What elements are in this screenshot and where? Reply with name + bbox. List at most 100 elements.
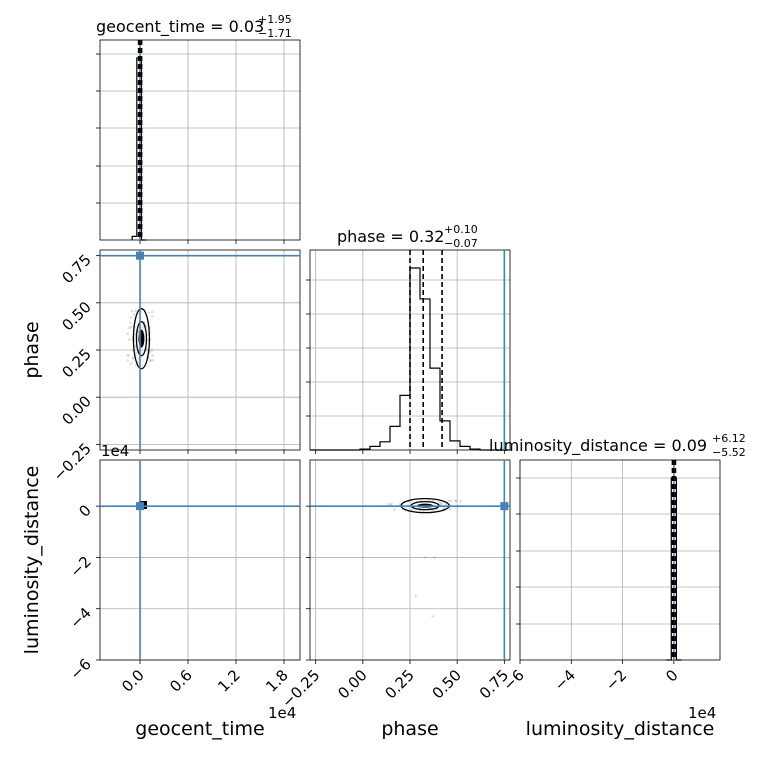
- yticklabel-phase-2: 0.25: [58, 345, 94, 381]
- xticklabel-geocent-2: 1.2: [214, 666, 244, 696]
- title-luminosity-distance: luminosity_distance = 0.09: [489, 436, 707, 456]
- xticklabel-ld-0: −6: [499, 666, 527, 694]
- title-luminosity-distance-plus: +6.12: [712, 432, 746, 445]
- scatter-lp-points: [387, 499, 462, 618]
- scatter-ld-geocent-panel: [96, 459, 301, 664]
- scatter-lp-point-25: [440, 502, 443, 505]
- hist-geocent-time-panel: [96, 39, 301, 244]
- scatter-pg-point-51: [132, 313, 136, 316]
- scatter-pg-point-12: [137, 356, 140, 360]
- yticklabel-ld-2: −2: [66, 553, 94, 581]
- scatter-pg-point-35: [129, 321, 132, 325]
- scatter-lg-frame: [99, 459, 301, 661]
- xticklabel-geocent-0: 0.0: [118, 666, 148, 696]
- scatter-lp-outlier-3: [431, 615, 434, 618]
- offset-geocent-x: 1e4: [268, 704, 296, 722]
- scatter-pg-point-8: [129, 325, 133, 329]
- title-phase: phase = 0.32: [337, 227, 444, 246]
- scatter-pg-point-26: [131, 356, 135, 359]
- scatter-pg-point-59: [129, 316, 133, 319]
- truth-point-lp: [500, 502, 509, 511]
- scatter-pg-point-37: [150, 315, 154, 318]
- scatter-pg-point-44: [150, 348, 154, 352]
- xticklabel-ld-2: −2: [602, 666, 630, 694]
- ylabel-phase: phase: [21, 321, 43, 378]
- scatter-pg-point-57: [126, 359, 129, 362]
- scatter-pg-point-38: [148, 311, 151, 314]
- scatter-pg-point-6: [127, 326, 131, 330]
- xticklabel-ld-1: −4: [551, 666, 579, 694]
- contour-pg-inner: [135, 321, 148, 357]
- xlabel-geocent-time: geocent_time: [135, 718, 264, 740]
- truth-point-pg: [136, 251, 144, 260]
- xlabel-phase: phase: [381, 718, 438, 740]
- xticklabel-phase-3: 0.50: [429, 666, 465, 702]
- yticklabel-ld-0: −6: [66, 655, 94, 683]
- scatter-lp-point-42: [459, 499, 462, 503]
- xlabel-luminosity-distance: luminosity_distance: [526, 718, 715, 740]
- scatter-pg-point-16: [151, 354, 154, 357]
- scatter-lp-outlier-2: [414, 594, 417, 598]
- scatter-lp-point-10: [393, 508, 396, 511]
- scatter-lp-point-18: [443, 506, 446, 510]
- scatter-pg-point-47: [151, 358, 155, 362]
- truth-point-lg: [136, 502, 144, 511]
- scatter-lp-outlier-0: [423, 556, 427, 559]
- contour-pg-outer: [132, 308, 151, 370]
- scatter-lp-point-15: [447, 499, 450, 502]
- scatter-lp-point-43: [448, 508, 452, 511]
- hist-lumdist-panel: [516, 459, 721, 664]
- hist-geocent-hgrid: [100, 53, 300, 204]
- hist-phase-step: [310, 267, 510, 451]
- scatter-lp-outlier-1: [433, 556, 436, 559]
- hist-ld-vgrid: [519, 460, 675, 660]
- hist-geocent-frame: [99, 39, 301, 241]
- yticklabel-phase-0: −0.25: [50, 439, 95, 484]
- hist-geocent-vgrid: [139, 40, 285, 240]
- hist-geocent-step: [131, 57, 147, 241]
- yticklabel-phase-3: 0.50: [58, 298, 94, 334]
- scatter-pg-point-56: [126, 354, 130, 357]
- scatter-lp-vgrid: [315, 460, 505, 660]
- title-luminosity-distance-minus: −5.52: [712, 446, 746, 459]
- scatter-lp-point-37: [390, 502, 393, 506]
- xticklabel-phase-2: 0.25: [381, 666, 417, 702]
- scatter-lp-point-14: [439, 503, 443, 506]
- scatter-phase-geocent-panel: [96, 249, 301, 454]
- xticklabel-ld-3: 0: [662, 666, 681, 685]
- scatter-pg-point-11: [150, 310, 154, 314]
- scatter-lp-point-17: [449, 499, 453, 503]
- hist-ld-frame: [519, 459, 721, 661]
- scatter-pg-point-40: [126, 332, 129, 336]
- offset-lumdist-y: 1e4: [101, 442, 129, 460]
- scatter-pg-hgrid: [100, 255, 300, 445]
- scatter-lp-point-49: [454, 499, 457, 503]
- scatter-lg-vgrid: [139, 460, 285, 660]
- scatter-lp-point-32: [438, 500, 441, 504]
- xticklabel-phase-1: 0.00: [334, 666, 370, 702]
- hist-phase-panel: [306, 249, 511, 454]
- scatter-lp-point-4: [444, 502, 448, 506]
- title-phase-plus: +0.10: [444, 223, 478, 236]
- scatter-lp-point-31: [454, 499, 457, 502]
- scatter-pg-point-21: [149, 359, 153, 362]
- scatter-pg-point-46: [137, 330, 140, 334]
- yticklabel-ld-3: 0: [75, 501, 94, 520]
- title-geocent-time: geocent_time = 0.03: [96, 17, 264, 37]
- yticklabel-phase-4: 0.75: [58, 251, 94, 287]
- scatter-lp-point-33: [411, 508, 414, 512]
- scatter-pg-point-10: [127, 353, 130, 357]
- scatter-ld-phase-panel: [306, 459, 511, 664]
- scatter-pg-point-3: [148, 359, 152, 362]
- scatter-pg-point-52: [129, 362, 133, 366]
- title-geocent-time-plus: +1.95: [258, 13, 292, 26]
- title-phase-minus: −0.07: [444, 237, 478, 250]
- scatter-pg-point-27: [128, 338, 131, 341]
- scatter-pg-point-1: [132, 357, 135, 360]
- scatter-pg-point-36: [145, 348, 149, 352]
- ylabel-luminosity-distance: luminosity_distance: [21, 466, 43, 655]
- title-geocent-time-minus: −1.71: [258, 27, 292, 40]
- xticklabel-geocent-1: 0.6: [166, 666, 196, 696]
- scatter-lg-hgrid: [100, 505, 300, 661]
